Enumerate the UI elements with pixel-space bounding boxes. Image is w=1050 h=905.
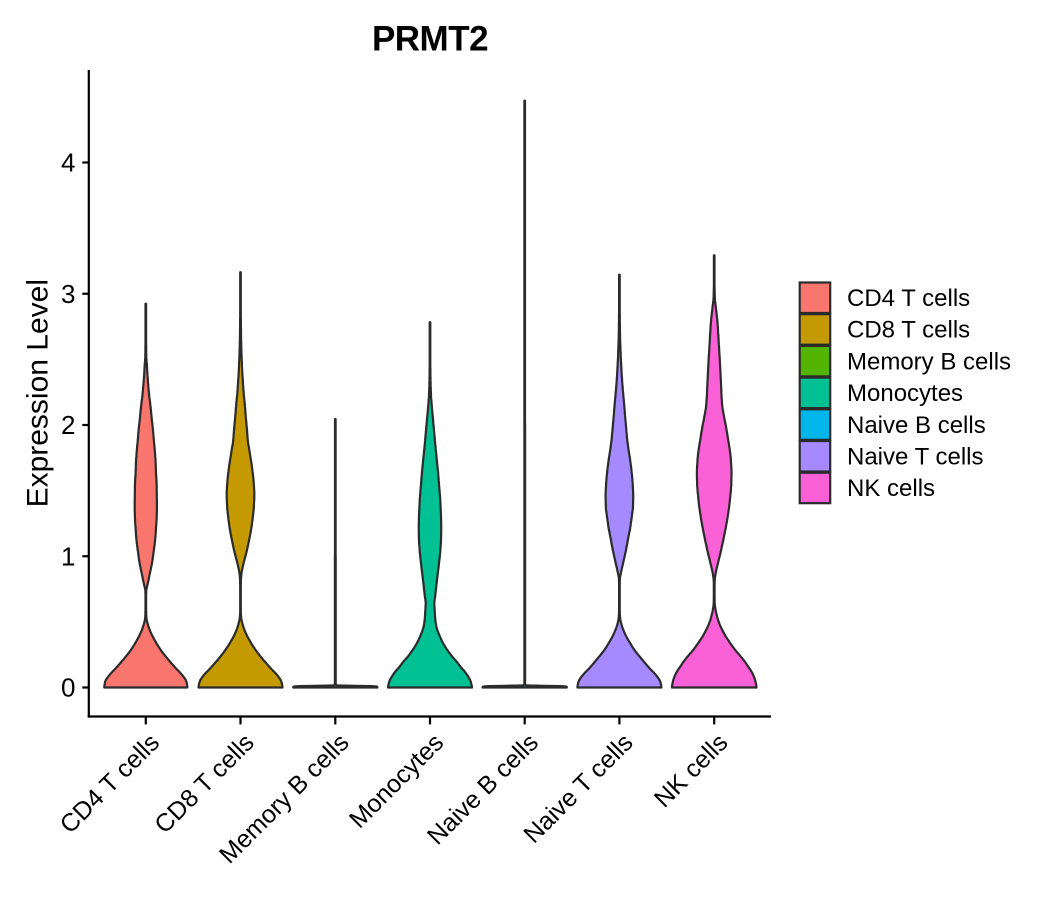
svg-text:Monocytes: Monocytes: [847, 380, 963, 407]
svg-text:3: 3: [61, 279, 75, 309]
svg-text:Expression Level: Expression Level: [22, 279, 55, 507]
svg-text:0: 0: [61, 673, 75, 703]
svg-text:1: 1: [61, 541, 75, 571]
svg-text:CD4 T cells: CD4 T cells: [847, 285, 970, 312]
svg-text:NK cells: NK cells: [847, 475, 935, 502]
svg-text:CD8 T cells: CD8 T cells: [847, 317, 970, 344]
svg-text:Naive T cells: Naive T cells: [847, 444, 984, 471]
svg-text:2: 2: [61, 410, 75, 440]
svg-text:Naive B cells: Naive B cells: [847, 412, 986, 439]
svg-text:PRMT2: PRMT2: [372, 20, 488, 59]
svg-text:Memory B cells: Memory B cells: [847, 348, 1011, 375]
svg-text:4: 4: [61, 148, 75, 178]
